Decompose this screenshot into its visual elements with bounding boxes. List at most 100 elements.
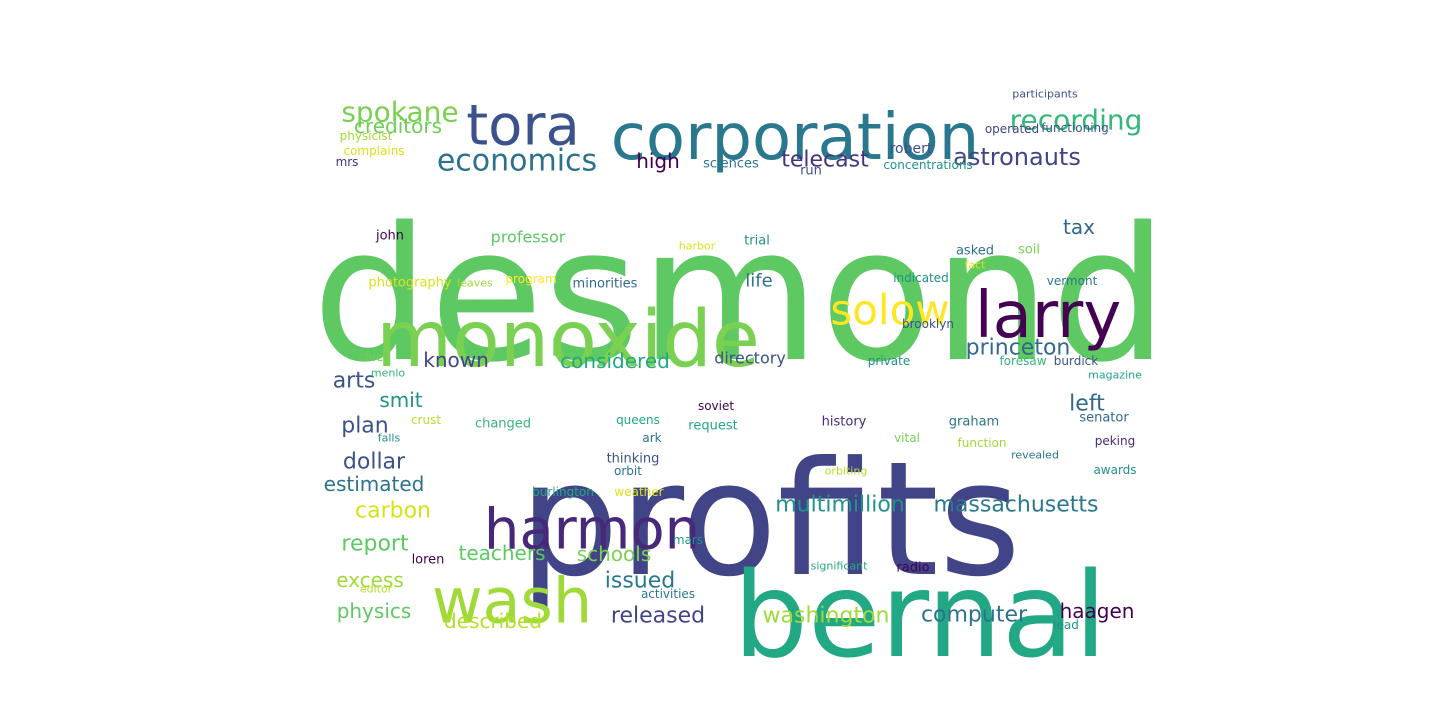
word-sciences: sciences: [703, 157, 759, 172]
word-revealed: revealed: [1011, 449, 1059, 462]
word-significant: significant: [811, 560, 868, 573]
word-minorities: minorities: [573, 277, 638, 292]
word-soil: soil: [1018, 243, 1040, 258]
word-editor: editor: [360, 583, 393, 596]
word-lead: lead: [1053, 618, 1079, 632]
word-request: request: [688, 419, 737, 434]
word-mrs: mrs: [336, 155, 359, 169]
word-photography: photography: [368, 276, 452, 291]
word-massachusetts: massachusetts: [933, 493, 1098, 518]
word-falls: falls: [378, 432, 401, 445]
word-asked: asked: [956, 244, 994, 259]
word-carbon: carbon: [355, 499, 431, 524]
word-leaves: leaves: [457, 277, 493, 290]
word-peking: peking: [1095, 434, 1136, 448]
word-recording: recording: [1010, 104, 1143, 137]
word-weather: weather: [614, 485, 663, 499]
word-astronauts: astronauts: [953, 143, 1081, 171]
word-solow: solow: [830, 286, 949, 335]
word-life: life: [745, 271, 772, 292]
word-described: described: [444, 609, 542, 633]
word-fact: fact: [965, 259, 987, 272]
word-loren: loren: [412, 553, 445, 568]
word-thinking: thinking: [607, 452, 660, 467]
word-operated: operated: [985, 122, 1039, 136]
word-chief: chief: [358, 350, 388, 364]
word-professor: professor: [491, 228, 566, 247]
word-indicated: indicated: [893, 271, 949, 285]
word-history: history: [822, 415, 867, 430]
word-dollar: dollar: [343, 450, 406, 475]
word-vital: vital: [894, 431, 920, 445]
word-complains: complains: [343, 144, 404, 158]
word-orbit: orbit: [614, 464, 642, 478]
word-haagen: haagen: [1060, 599, 1135, 623]
word-telecast: telecast: [781, 148, 869, 173]
word-radio: radio: [896, 561, 929, 576]
word-arts: arts: [333, 369, 376, 394]
word-magazine: magazine: [1088, 369, 1142, 382]
word-participants: participants: [1012, 88, 1078, 101]
word-physics: physics: [337, 599, 412, 623]
word-known: known: [423, 348, 489, 372]
word-corporation: corporation: [611, 101, 980, 175]
word-desmond: desmond: [312, 187, 1168, 403]
word-activities: activities: [641, 587, 695, 601]
word-burlington: burlington: [532, 485, 594, 499]
word-crust: crust: [411, 413, 441, 427]
word-run: run: [800, 164, 822, 179]
word-multimillion: multimillion: [775, 493, 905, 518]
word-queens: queens: [616, 413, 660, 427]
word-tax: tax: [1063, 215, 1095, 239]
word-awards: awards: [1093, 463, 1136, 477]
word-foresaw: foresaw: [999, 354, 1046, 368]
word-program: program: [505, 272, 556, 286]
word-estimated: estimated: [324, 472, 425, 496]
word-wash: wash: [432, 565, 592, 638]
word-tora: tora: [466, 94, 580, 159]
word-left: left: [1069, 392, 1105, 417]
word-senator: senator: [1079, 411, 1129, 426]
word-larry: larry: [975, 279, 1121, 353]
word-washington: washington: [763, 604, 890, 629]
word-plan: plan: [341, 414, 389, 439]
word-teachers: teachers: [458, 541, 545, 565]
word-burdick: burdick: [1054, 354, 1098, 368]
word-brooklyn: brooklyn: [902, 317, 954, 331]
word-orbiting: orbiting: [825, 465, 868, 478]
word-excess: excess: [336, 568, 404, 592]
word-issued: issued: [605, 569, 675, 594]
word-smit: smit: [379, 388, 422, 412]
word-mars: mars: [673, 533, 703, 547]
word-released: released: [611, 604, 705, 629]
word-high: high: [636, 149, 680, 173]
word-changed: changed: [475, 417, 531, 432]
word-princeton: princeton: [966, 336, 1071, 361]
word-directory: directory: [714, 349, 786, 368]
word-function: function: [957, 436, 1006, 450]
word-bernal: bernal: [733, 546, 1107, 684]
word-soviet: soviet: [698, 399, 734, 413]
word-harmon: harmon: [484, 498, 700, 563]
word-robert: robert: [890, 141, 933, 157]
word-menlo: menlo: [371, 367, 406, 380]
word-report: report: [341, 532, 409, 557]
word-creditors: creditors: [354, 114, 442, 138]
word-functioning: functioning: [1041, 121, 1109, 135]
word-trial: trial: [744, 234, 770, 249]
word-physicist: physicist: [340, 129, 393, 143]
word-considered: considered: [560, 349, 670, 373]
word-schools: schools: [577, 542, 652, 566]
word-concentrations: concentrations: [883, 158, 972, 172]
word-monoxide: monoxide: [376, 295, 760, 385]
word-spokane: spokane: [341, 96, 458, 129]
word-john: john: [375, 229, 404, 244]
word-vermont: vermont: [1047, 274, 1098, 288]
word-profits: profits: [519, 428, 1021, 612]
word-economics: economics: [437, 144, 597, 179]
word-ark: ark: [642, 431, 661, 445]
word-computer: computer: [921, 603, 1028, 628]
word-graham: graham: [949, 415, 999, 430]
word-harbor: harbor: [679, 240, 716, 253]
